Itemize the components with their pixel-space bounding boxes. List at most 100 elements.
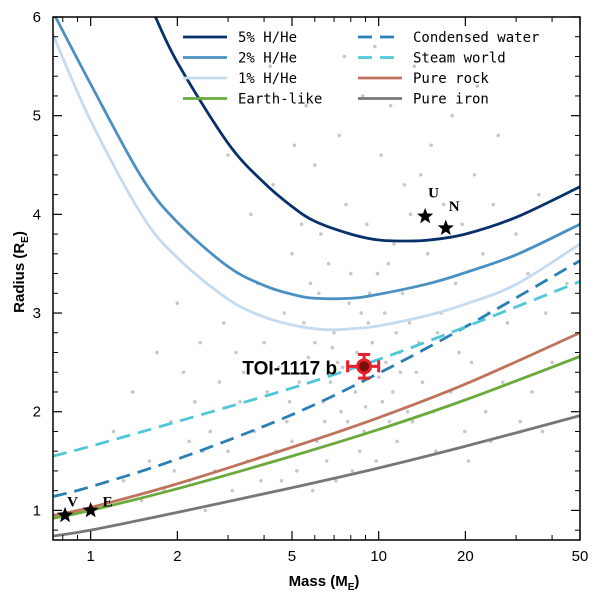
population-point: [332, 330, 336, 335]
y-tick-label: 3: [33, 305, 41, 322]
legend-label: 1% H/He: [238, 71, 297, 87]
planet-star-v: [56, 506, 74, 523]
population-point: [543, 311, 548, 315]
population-point: [392, 242, 396, 246]
population-point: [277, 365, 281, 370]
population-point: [217, 380, 222, 384]
series-line-2-h-he: [53, 17, 580, 301]
population-point: [363, 404, 368, 409]
legend: 5% H/He 2% H/He 1% H/He Earth-like Condensed…: [183, 30, 539, 108]
population-point: [373, 44, 377, 49]
legend-label: Earth-like: [238, 92, 322, 108]
population-point: [324, 459, 329, 463]
population-point: [265, 390, 269, 394]
legend-label: Pure iron: [413, 92, 489, 108]
population-point: [340, 365, 345, 370]
population-point: [410, 419, 415, 424]
population-point: [450, 113, 455, 118]
population-point: [226, 153, 230, 157]
x-tick-label: 1: [86, 548, 94, 565]
population-point: [407, 321, 412, 325]
population-point: [348, 271, 353, 276]
plot-frame: [52, 16, 581, 541]
population-point: [529, 390, 534, 394]
population-point: [391, 390, 395, 394]
population-point: [376, 375, 381, 379]
population-point: [386, 261, 391, 266]
population-point: [355, 350, 359, 355]
population-point: [279, 478, 284, 483]
population-point: [312, 163, 317, 167]
x-tick-label: 10: [370, 548, 387, 565]
population-point: [326, 261, 331, 266]
population-point: [335, 360, 340, 365]
y-tick-label: 1: [33, 502, 41, 519]
population-point: [365, 222, 369, 227]
population-point: [290, 439, 294, 444]
population-point: [360, 94, 365, 98]
legend-label: Steam world: [413, 51, 506, 67]
population-point: [434, 449, 438, 453]
population-point: [388, 104, 393, 108]
planet-label-e: E: [103, 494, 113, 510]
series-line-pure-iron: [53, 414, 580, 538]
toi-1117b-marker: TOI-1117 b: [242, 352, 381, 380]
y-tick-label: 4: [33, 206, 41, 223]
population-point: [398, 370, 403, 375]
series-line-earth-like: [53, 355, 580, 520]
population-point: [457, 350, 461, 355]
population-point: [147, 459, 152, 463]
population-point: [317, 291, 321, 296]
population-point: [475, 84, 480, 88]
y-axis-title: Radius (RE): [11, 231, 31, 313]
planet-label-v: V: [67, 494, 78, 510]
population-point: [466, 459, 471, 463]
population-point: [222, 321, 226, 325]
population-point: [400, 291, 405, 296]
population-point: [469, 360, 474, 365]
population-point: [345, 419, 350, 424]
population-point: [483, 409, 488, 414]
population-point: [462, 429, 467, 434]
population-point: [472, 173, 477, 177]
legend-label: Condensed water: [413, 30, 539, 46]
population-point: [310, 488, 315, 493]
population-point: [155, 350, 159, 355]
population-point: [358, 449, 362, 453]
population-point: [366, 321, 371, 325]
population-point: [418, 173, 423, 177]
population-point: [387, 419, 392, 424]
population-point: [347, 301, 351, 305]
population-point: [350, 469, 355, 473]
population-point: [375, 271, 380, 276]
legend-label: 2% H/He: [238, 51, 297, 67]
population-point: [287, 400, 292, 404]
population-point: [550, 360, 554, 365]
legend-label: 5% H/He: [238, 30, 297, 46]
population-point: [302, 321, 306, 325]
series-line-steam-world: [53, 280, 580, 458]
population-point: [435, 330, 440, 335]
population-point: [402, 182, 407, 187]
population-point: [382, 311, 387, 315]
population-point: [306, 355, 311, 360]
population-point: [537, 192, 541, 197]
population-point: [226, 449, 230, 453]
series-line-condensed-water: [53, 259, 580, 498]
population-point: [526, 271, 530, 276]
population-point: [308, 281, 313, 286]
population-point: [395, 439, 400, 444]
series-line-1-h-he: [53, 34, 580, 332]
population-point: [481, 252, 485, 256]
series-line-5-h-he: [153, 17, 580, 243]
population-point: [496, 133, 501, 138]
population-point: [328, 380, 333, 384]
population-point: [342, 54, 347, 59]
planet-star-u: [417, 207, 434, 224]
x-tick-label: 20: [457, 548, 474, 565]
population-point: [241, 370, 246, 375]
population-point: [271, 182, 275, 187]
population-point: [384, 360, 388, 365]
